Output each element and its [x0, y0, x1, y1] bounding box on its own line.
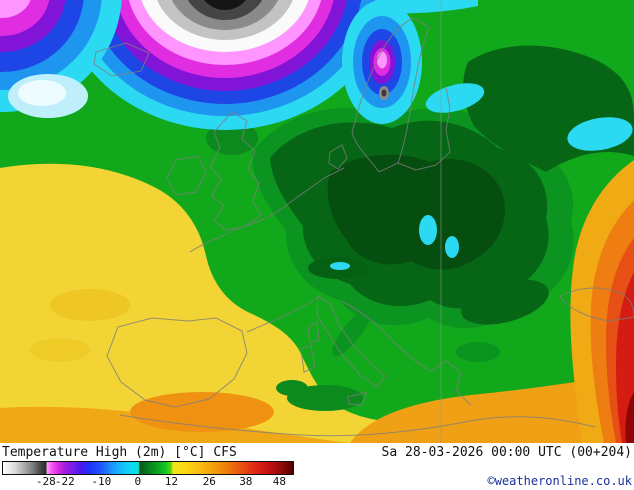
warm-regions [0, 160, 634, 443]
map-svg [0, 0, 634, 443]
cold-region-northwest [0, 0, 122, 118]
map-footer: Temperature High (2m) [°C] CFS Sa 28-03-… [0, 443, 634, 490]
legend-tick: -22 [54, 475, 75, 488]
legend-tick: -28 [35, 475, 56, 488]
map-title: Temperature High (2m) [°C] CFS [2, 445, 237, 460]
legend-tick: -10 [91, 475, 112, 488]
temperature-map [0, 0, 634, 443]
legend-tick: 48 [272, 475, 287, 488]
legend-tick: 0 [134, 475, 142, 488]
scandinavia-cold-core [342, 0, 422, 124]
legend-row: -28 -22 -10 0 12 26 38 48 ©weatheronline… [0, 461, 634, 489]
legend-colorbar [2, 461, 294, 475]
arctic-cold-mass [58, 0, 392, 130]
legend-tick: 26 [202, 475, 216, 488]
legend-ticks: -28 -22 -10 0 12 26 38 48 [2, 475, 294, 488]
caption-row: Temperature High (2m) [°C] CFS Sa 28-03-… [0, 443, 634, 460]
legend-tick: 12 [164, 475, 178, 488]
copyright-text: ©weatheronline.co.uk [487, 474, 633, 488]
map-datetime: Sa 28-03-2026 00:00 UTC (00+204) [381, 445, 632, 460]
temperature-legend: -28 -22 -10 0 12 26 38 48 [2, 461, 294, 488]
coastlines [93, 17, 634, 437]
legend-tick: 38 [239, 475, 253, 488]
